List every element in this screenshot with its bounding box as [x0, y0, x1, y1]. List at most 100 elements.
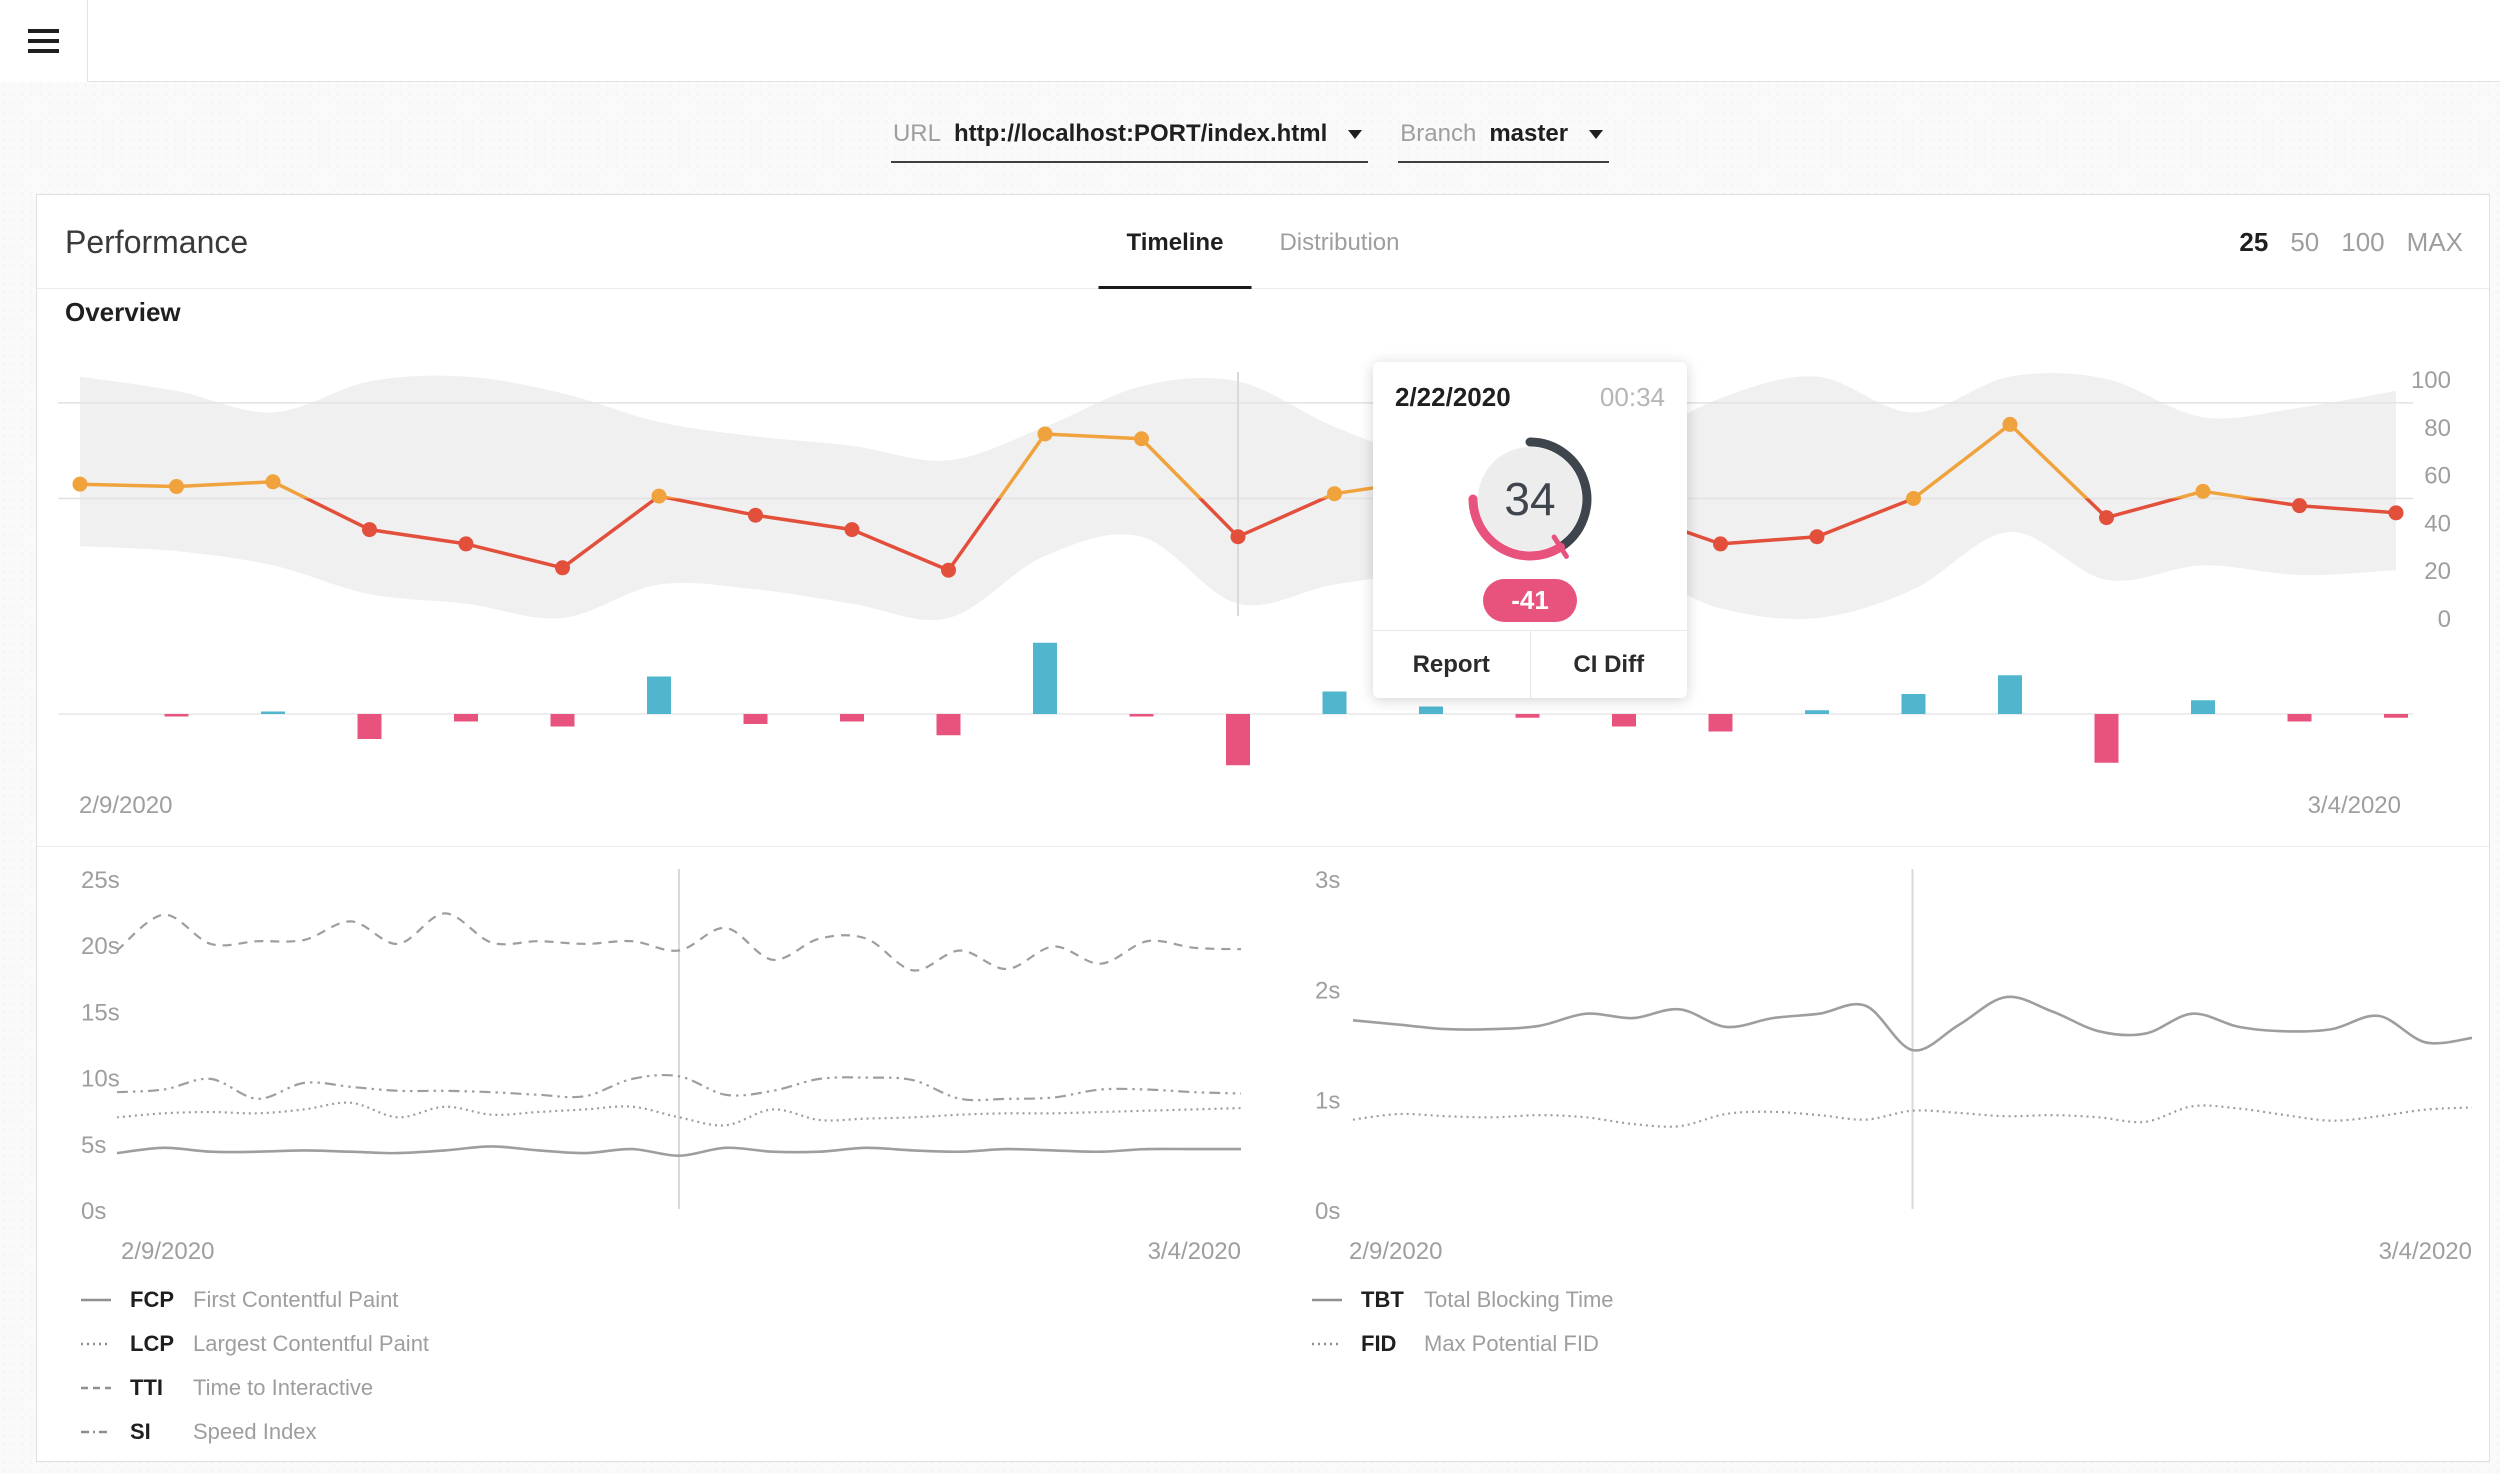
score-delta-bar[interactable]	[1033, 642, 1057, 714]
gauge-score-value: 34	[1504, 473, 1555, 525]
tab-distribution[interactable]: Distribution	[1279, 229, 1400, 256]
run-data-point[interactable]	[2388, 505, 2404, 521]
run-data-point[interactable]	[1809, 529, 1825, 545]
run-data-point[interactable]	[1037, 426, 1053, 442]
metric-line-fcp	[116, 1145, 1241, 1158]
url-selector[interactable]: URL http://localhost:PORT/index.html	[890, 120, 1369, 163]
section-divider	[37, 846, 2489, 847]
score-delta-bar[interactable]	[261, 711, 285, 715]
ci-diff-button[interactable]: CI Diff	[1573, 650, 1645, 678]
run-data-point[interactable]	[941, 562, 956, 578]
solid-line-swatch-icon	[1312, 1298, 1342, 1302]
score-delta-bar[interactable]	[1708, 714, 1733, 732]
chevron-down-icon	[1348, 130, 1363, 139]
dotted-line-swatch-icon	[81, 1342, 111, 1346]
score-delta-bar[interactable]	[1612, 714, 1636, 727]
solid-line-swatch-icon	[81, 1298, 111, 1302]
y-tick-label: 0s	[81, 1198, 106, 1225]
run-data-point[interactable]	[169, 479, 184, 495]
score-delta-bar[interactable]	[1226, 714, 1250, 766]
interactivity-metrics-chart[interactable]: 3s 2s 1s 0s 2/9/2020 3/4/2020	[1311, 859, 2493, 1271]
report-button[interactable]: Report	[1373, 631, 1531, 698]
hamburger-bar	[28, 39, 59, 43]
score-delta-bar[interactable]	[647, 676, 671, 715]
url-value: http://localhost:PORT/index.html	[953, 120, 1328, 147]
gauge-previous-arc	[1525, 437, 1592, 552]
tab-timeline[interactable]: Timeline	[1099, 195, 1252, 289]
run-data-point[interactable]	[844, 522, 860, 538]
run-data-point[interactable]	[651, 488, 667, 504]
score-delta-bar[interactable]	[936, 714, 961, 736]
y-tick-label: 0s	[1315, 1198, 1340, 1225]
run-data-point[interactable]	[458, 536, 474, 552]
score-delta-bar[interactable]	[357, 714, 382, 739]
run-data-point[interactable]	[2099, 510, 2114, 526]
legend-name: Total Blocking Time	[1424, 1287, 1614, 1312]
score-delta-badge: -41	[1483, 579, 1577, 622]
score-delta-bar[interactable]	[1322, 691, 1347, 715]
page-title: Performance	[65, 224, 249, 260]
run-data-point[interactable]	[2002, 416, 2018, 432]
x-end-date-label: 3/4/2020	[1148, 1238, 1241, 1265]
run-count-selector: 25 50 100 MAX	[2239, 195, 2463, 289]
y-tick-label: 20s	[81, 933, 120, 960]
run-data-point[interactable]	[1906, 491, 1921, 506]
overview-chart[interactable]: 100 80 60 40 20 0 2/9/2020 3/4/2020	[37, 356, 2491, 851]
gauge-score-tick	[1551, 534, 1569, 559]
run-tooltip: 2/22/2020 00:34 34 -41 Report CI Diff	[1373, 362, 1687, 698]
score-delta-bar[interactable]	[2094, 714, 2119, 763]
load-metrics-chart[interactable]: 25s 20s 15s 10s 5s 0s 2/9/2020 3/4/2020	[37, 859, 1311, 1271]
gauge-current-arc	[1468, 494, 1565, 561]
score-delta-bar[interactable]	[1998, 675, 2022, 714]
y-tick-label: 2s	[1315, 977, 1340, 1004]
run-data-point[interactable]	[2195, 483, 2211, 499]
score-delta-bar[interactable]	[743, 714, 768, 724]
score-delta-bar[interactable]	[550, 714, 575, 727]
run-data-point[interactable]	[362, 522, 377, 538]
run-data-point[interactable]	[1327, 486, 1342, 502]
legend-abbr: TBT	[1361, 1287, 1404, 1312]
score-delta-bar[interactable]	[1805, 710, 1829, 714]
score-delta-bar[interactable]	[2191, 700, 2215, 714]
menu-button[interactable]	[0, 0, 88, 82]
x-start-date-label: 2/9/2020	[1349, 1238, 1442, 1265]
score-delta-bar[interactable]	[164, 714, 189, 717]
range-option-max[interactable]: MAX	[2406, 226, 2463, 257]
top-bar	[0, 0, 2500, 82]
range-option-100[interactable]: 100	[2341, 226, 2385, 257]
legend-abbr: FID	[1361, 1331, 1397, 1356]
score-delta-bar[interactable]	[2287, 714, 2312, 722]
legend-abbr: LCP	[130, 1331, 174, 1356]
run-data-point[interactable]	[555, 560, 570, 576]
chevron-down-icon	[1589, 130, 1604, 139]
branch-selector[interactable]: Branch master	[1398, 120, 1610, 163]
legend-name: Time to Interactive	[193, 1375, 374, 1400]
run-data-point[interactable]	[72, 476, 88, 492]
range-option-25[interactable]: 25	[2239, 226, 2269, 257]
y-tick-label: 3s	[1315, 867, 1340, 894]
performance-card: Performance Timeline Distribution 25 50 …	[36, 194, 2490, 1462]
run-data-point[interactable]	[1230, 529, 1246, 545]
score-delta-bar[interactable]	[840, 714, 864, 722]
run-data-point[interactable]	[265, 474, 281, 490]
run-data-point[interactable]	[1134, 431, 1149, 447]
score-delta-bar[interactable]	[2384, 714, 2408, 718]
run-data-point[interactable]	[748, 507, 763, 523]
range-option-50[interactable]: 50	[2290, 226, 2320, 257]
run-data-point[interactable]	[2292, 498, 2307, 514]
legend-item: FCP First Contentful Paint	[81, 1278, 429, 1322]
x-start-date-label: 2/9/2020	[121, 1238, 214, 1265]
interactivity-metrics-legend: TBT Total Blocking Time FID Max Potentia…	[1312, 1278, 1614, 1366]
score-delta-bar[interactable]	[1515, 714, 1540, 718]
legend-item: LCP Largest Contentful Paint	[81, 1322, 429, 1366]
legend-item: FID Max Potential FID	[1312, 1322, 1614, 1366]
score-delta-bar[interactable]	[1901, 694, 1926, 714]
dotted-line-swatch-icon	[1312, 1342, 1342, 1346]
legend-item: TTI Time to Interactive	[81, 1366, 429, 1410]
run-data-point[interactable]	[1713, 536, 1728, 552]
score-delta-bar[interactable]	[1419, 706, 1443, 715]
score-delta-bar[interactable]	[1129, 714, 1154, 717]
score-delta-bar[interactable]	[454, 714, 478, 722]
url-label: URL	[892, 120, 941, 147]
branch-label: Branch	[1400, 120, 1477, 147]
